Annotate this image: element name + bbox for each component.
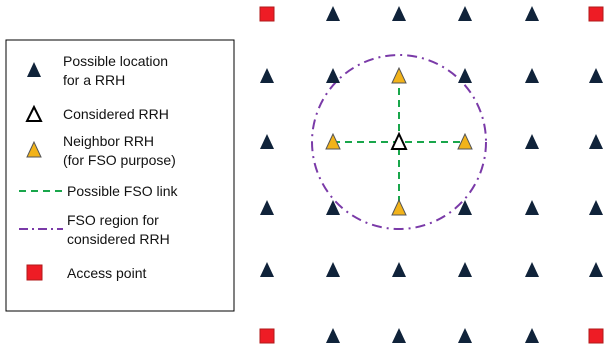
considered-rrh [390,131,408,150]
access-point-5-5 [588,328,604,344]
rrh-location-5-2 [392,328,406,343]
rrh-location-3-3 [458,200,472,215]
access-point-5-0 [259,328,275,344]
rrh-location-3-4 [525,200,539,215]
legend-neighbor-line1: Neighbor RRH [63,133,154,149]
rrh-location-1-4 [525,68,539,83]
legend-possible-location-line2: for a RRH [63,72,125,88]
rrh-location-4-5 [589,262,603,277]
rrh-location-4-2 [392,262,406,277]
rrh-location-1-5 [589,68,603,83]
rrh-location-4-4 [525,262,539,277]
rrh-location-3-5 [589,200,603,215]
rrh-location-0-1 [326,6,340,21]
rrh-location-4-1 [326,262,340,277]
legend-fso-region-line2: considered RRH [67,231,170,247]
rrh-grid [259,6,604,344]
legend-considered-rrh-label: Considered RRH [63,106,169,122]
legend-access-point-icon [26,264,43,281]
rrh-location-2-0 [260,134,274,149]
rrh-location-5-4 [525,328,539,343]
legend-neighbor-rrh-icon [26,140,42,158]
rrh-location-3-0 [260,200,274,215]
rrh-location-5-3 [458,328,472,343]
neighbor-rrh-2-3 [457,132,473,150]
rrh-location-1-3 [458,68,472,83]
legend-box [5,39,235,312]
rrh-location-4-3 [458,262,472,277]
rrh-location-2-5 [589,134,603,149]
neighbor-rrh-1-2 [391,66,407,84]
neighbor-rrh-2-1 [325,132,341,150]
legend-fso-link-label: Possible FSO link [67,183,178,199]
neighbor-rrh-3-2 [391,198,407,216]
legend-possible-location-line1: Possible location [63,53,168,69]
legend-fso-region-line1: FSO region for [67,212,159,228]
fso-region-circle [311,54,487,230]
rrh-location-2-4 [525,134,539,149]
rrh-location-0-3 [458,6,472,21]
rrh-location-1-0 [260,68,274,83]
legend-possible-location-icon [27,62,41,77]
legend-considered-rrh-icon [25,104,43,122]
access-point-0-5 [588,6,604,22]
rrh-location-1-1 [326,68,340,83]
legend-access-point-label: Access point [67,265,146,281]
access-point-0-0 [259,6,275,22]
rrh-location-5-1 [326,328,340,343]
rrh-location-3-1 [326,200,340,215]
rrh-location-4-0 [260,262,274,277]
rrh-location-0-4 [525,6,539,21]
rrh-location-0-2 [392,6,406,21]
legend-neighbor-line2: (for FSO purpose) [63,152,176,168]
